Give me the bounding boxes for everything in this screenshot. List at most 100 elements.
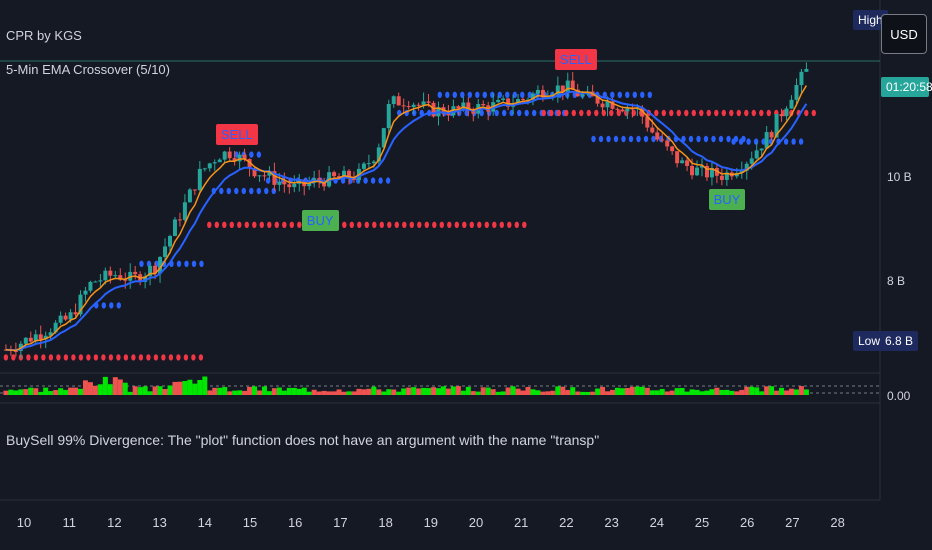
pivot-dot <box>116 302 122 309</box>
pivot-dot <box>564 109 569 117</box>
histogram-bar <box>600 386 606 395</box>
pivot-dot <box>647 91 652 99</box>
histogram-bar <box>803 389 809 395</box>
candle-down <box>242 154 247 160</box>
histogram-bar <box>401 388 407 395</box>
ema-fast-line <box>5 85 808 352</box>
indicator-error-message: BuySell 99% Divergence: The "plot" funct… <box>6 432 600 448</box>
histogram-bar <box>610 389 616 395</box>
histogram-bar <box>520 390 526 395</box>
pivot-dot <box>297 221 302 228</box>
cpr-indicator-label[interactable]: CPR by KGS <box>6 28 82 43</box>
candle-up <box>391 96 396 105</box>
pivot-dot <box>282 221 287 228</box>
candle-down <box>426 101 431 103</box>
histogram-bar <box>679 387 685 395</box>
candle-up <box>580 94 585 97</box>
candle-down <box>640 107 645 117</box>
pivot-dot <box>736 109 741 117</box>
histogram-bar <box>137 387 143 395</box>
candle-up <box>739 170 744 173</box>
sell-signal-label: SELL <box>554 49 597 70</box>
histogram-bar <box>371 386 377 395</box>
pivot-dot <box>249 151 254 158</box>
histogram-bar <box>271 388 277 395</box>
pivot-dot <box>256 187 261 195</box>
pivot-dot <box>409 221 414 228</box>
histogram-bar <box>406 387 412 395</box>
candle-up <box>307 182 312 187</box>
pivot-dot <box>512 91 517 99</box>
histogram-bar <box>386 389 392 395</box>
candle-down <box>471 111 476 114</box>
pivot-dot <box>726 135 731 143</box>
pivot-dot <box>439 221 444 228</box>
time-tick-label: 16 <box>287 515 303 530</box>
pivot-dot <box>520 91 525 99</box>
pivot-dot <box>153 354 159 361</box>
candle-down <box>521 99 526 101</box>
pivot-dot <box>766 109 771 117</box>
histogram-bar <box>162 389 168 395</box>
histogram-bar <box>212 387 218 395</box>
pivot-dot <box>146 354 151 361</box>
histogram-bar <box>207 390 213 395</box>
candle-up <box>88 281 93 291</box>
candle-down <box>600 103 605 108</box>
candle-up <box>292 183 297 188</box>
candle-up <box>58 315 63 323</box>
histogram-bar <box>112 377 118 395</box>
currency-button[interactable]: USD <box>881 14 927 54</box>
pivot-dot <box>791 138 796 145</box>
pivot-dot <box>394 221 399 228</box>
histogram-bar <box>63 389 69 395</box>
candle-up <box>496 99 501 103</box>
ema-indicator-label[interactable]: 5-Min EMA Crossover (5/10) <box>6 62 170 77</box>
histogram-bar <box>261 386 267 395</box>
pivot-dot <box>222 221 227 228</box>
candle-up <box>113 275 118 277</box>
candle-down <box>332 172 337 177</box>
candle-down <box>108 270 113 276</box>
pivot-dot <box>349 221 354 228</box>
divergence-histogram <box>3 376 809 395</box>
pivot-dot <box>184 260 189 267</box>
histogram-bar <box>605 391 611 395</box>
pivot-dot <box>101 302 107 309</box>
histogram-bar <box>142 386 148 395</box>
pivot-dot <box>71 354 76 361</box>
histogram-bar <box>530 389 536 395</box>
candle-up <box>605 101 610 108</box>
histogram-bar <box>78 388 83 395</box>
candle-up <box>749 158 754 164</box>
pivot-dot <box>183 354 189 361</box>
pivot-dot <box>364 221 369 228</box>
histogram-bar <box>769 386 775 395</box>
pivot-dot <box>514 221 519 228</box>
candle-up <box>148 265 153 277</box>
pivot-dot <box>176 354 181 361</box>
histogram-bar <box>376 389 382 395</box>
histogram-bar <box>669 390 675 395</box>
pivot-dot <box>556 109 561 117</box>
pivot-dot <box>714 109 719 117</box>
candle-down <box>396 96 401 106</box>
histogram-bar <box>28 387 34 395</box>
candle-up <box>451 106 456 116</box>
pivot-dot <box>234 187 239 195</box>
pivot-dot <box>609 109 614 117</box>
candle-up <box>212 162 217 164</box>
candle-down <box>660 139 665 141</box>
pivot-dot <box>78 354 84 361</box>
high-tag: High <box>853 10 888 30</box>
candle-down <box>28 337 33 342</box>
pivot-dot <box>26 354 31 361</box>
histogram-bar <box>590 391 596 395</box>
histogram-bar <box>117 379 123 395</box>
pivot-dot <box>139 260 144 267</box>
candle-up <box>774 114 779 138</box>
pivot-dot <box>706 109 711 117</box>
time-tick-label: 24 <box>649 515 665 530</box>
pivot-dot <box>176 260 182 267</box>
